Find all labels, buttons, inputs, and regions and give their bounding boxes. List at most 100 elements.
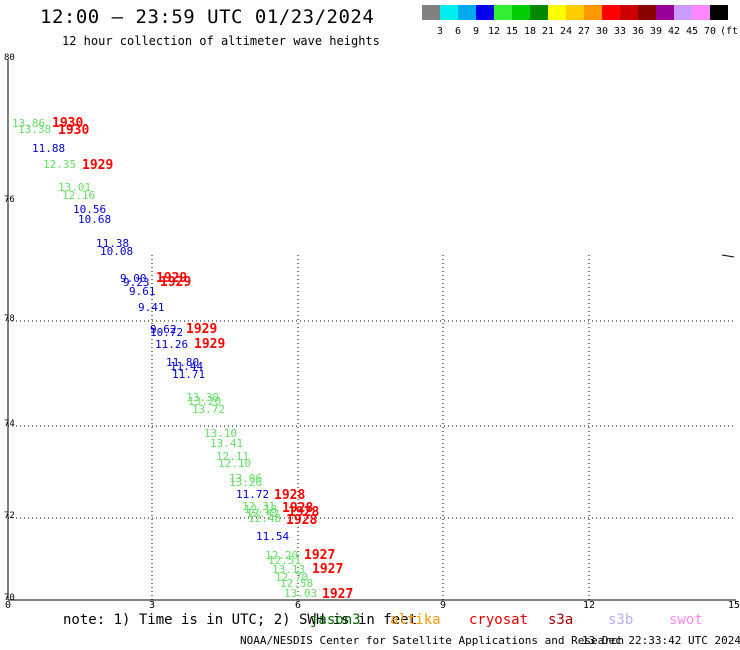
colorbar-swatch [512, 5, 530, 20]
time-label: 1927 [312, 562, 343, 577]
satellite-legend-item: jason3 [310, 612, 361, 628]
swh-value-label: 13.03 [284, 587, 317, 600]
colorbar-label: 21 [541, 26, 555, 37]
swh-value-label: 10.56 [73, 203, 106, 216]
time-label: 1928 [288, 505, 319, 520]
swh-value-label: 11.54 [256, 530, 289, 543]
swh-value-label: 12.31 [242, 500, 275, 513]
swh-value-label: 10.68 [78, 213, 111, 226]
swh-value-label: 13.30 [186, 391, 219, 404]
swh-value-label: 13.06 [229, 472, 262, 485]
swh-value-label: 13.41 [210, 437, 243, 450]
time-label: 1928 [282, 501, 313, 516]
swh-value-label: 11.80 [166, 356, 199, 369]
time-label: 1929 [194, 337, 225, 352]
swh-value-label: 12.20 [265, 549, 298, 562]
swh-value-label: 12.10 [218, 457, 251, 470]
swh-value-label: 12.70 [275, 571, 308, 584]
swh-value-label: 12.51 [268, 554, 301, 567]
swh-value-label: 12.42 [246, 507, 279, 520]
colorbar-label: 42 [667, 26, 681, 37]
colorbar-swatch [548, 5, 566, 20]
colorbar-swatch [710, 5, 728, 20]
colorbar-label: 3 [436, 26, 444, 37]
x-tick-label: 15 [728, 600, 740, 611]
y-tick-label: 74 [4, 419, 15, 429]
x-tick-label: 9 [440, 600, 446, 611]
colorbar-label: 70 [703, 26, 717, 37]
colorbar-label: 30 [595, 26, 609, 37]
swh-value-label: 9.23 [123, 276, 150, 289]
footer-note: note: 1) Time is in UTC; 2) SWH is in fe… [63, 612, 418, 628]
swh-value-label: 9.62 [150, 323, 177, 336]
colorbar-swatch [476, 5, 494, 20]
colorbar-swatch [422, 5, 440, 20]
swh-value-label: 11.71 [172, 368, 205, 381]
satellite-legend-item: s3a [548, 612, 574, 628]
time-label: 1928 [274, 488, 305, 503]
swh-value-label: 9.61 [129, 285, 156, 298]
swh-value-label: 11.72 [236, 488, 269, 501]
colorbar-label: 33 [613, 26, 627, 37]
colorbar-label: 27 [577, 26, 591, 37]
time-label: 1930 [52, 116, 83, 131]
time-label: 1930 [58, 123, 89, 138]
colorbar-swatch [620, 5, 638, 20]
colorbar-swatch [602, 5, 620, 20]
colorbar-label: 24 [559, 26, 573, 37]
time-label: 1929 [160, 275, 191, 290]
swh-value-label: 13.01 [58, 181, 91, 194]
colorbar-label: 12 [487, 26, 501, 37]
x-tick-label: 0 [5, 600, 11, 611]
footer-timestamp: 13 Dec 22:33:42 UTC 2024 [582, 634, 740, 647]
time-label: 1927 [304, 548, 335, 563]
swh-value-label: 12.48 [248, 512, 281, 525]
y-tick-label: 72 [4, 511, 15, 521]
swh-value-label: 12.11 [216, 450, 249, 463]
colorbar-swatch [692, 5, 710, 20]
satellite-legend-item: s3b [608, 612, 634, 628]
colorbar-label: 6 [454, 26, 462, 37]
swh-value-label: 12.35 [43, 158, 76, 171]
time-label: 1927 [322, 587, 353, 602]
footer-credit: NOAA/NESDIS Center for Satellite Applica… [240, 634, 625, 647]
colorbar-swatch [458, 5, 476, 20]
colorbar-label: 18 [523, 26, 537, 37]
time-label: 1928 [286, 513, 317, 528]
swh-value-label: 10.72 [150, 326, 183, 339]
colorbar-swatch [656, 5, 674, 20]
swh-value-label: 9.41 [138, 301, 165, 314]
colorbar-unit: (ft) [720, 26, 740, 37]
swh-value-label: 11.26 [155, 338, 188, 351]
colorbar-swatch [530, 5, 548, 20]
coast-fragment [721, 254, 735, 258]
satellite-legend-item: swot [669, 612, 703, 628]
satellite-legend-item: altika [390, 612, 441, 628]
colorbar-swatch [638, 5, 656, 20]
map-title: 12:00 – 23:59 UTC 01/23/2024 [40, 6, 375, 28]
colorbar-swatch [566, 5, 584, 20]
colorbar-label: 15 [505, 26, 519, 37]
time-label: 1929 [156, 271, 187, 286]
colorbar-swatch [440, 5, 458, 20]
colorbar-swatch [494, 5, 512, 20]
colorbar-label: 9 [472, 26, 480, 37]
swh-value-label: 12.16 [62, 189, 95, 202]
map-subtitle: 12 hour collection of altimeter wave hei… [62, 34, 380, 48]
y-tick-label: 76 [4, 195, 15, 205]
colorbar-swatch [584, 5, 602, 20]
colorbar-label: 36 [631, 26, 645, 37]
swh-value-label: 13.26 [229, 476, 262, 489]
swh-value-label: 9.00 [120, 272, 147, 285]
swh-value-label: 13.38 [18, 123, 51, 136]
x-tick-label: 3 [149, 600, 155, 611]
x-tick-label: 6 [295, 600, 301, 611]
time-label: 1929 [82, 158, 113, 173]
y-tick-label: 78 [4, 314, 15, 324]
swh-value-label: 13.10 [204, 427, 237, 440]
swh-value-label: 13.20 [188, 395, 221, 408]
swh-value-label: 11.38 [96, 237, 129, 250]
swh-value-label: 13.72 [192, 403, 225, 416]
colorbar-swatch [674, 5, 692, 20]
